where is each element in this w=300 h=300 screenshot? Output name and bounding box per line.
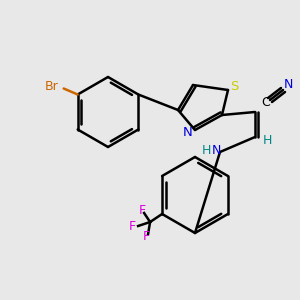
Text: Br: Br <box>45 80 58 93</box>
Text: S: S <box>230 80 238 92</box>
Text: H: H <box>262 134 272 146</box>
Text: F: F <box>142 230 150 242</box>
Text: N: N <box>183 127 193 140</box>
Text: F: F <box>128 220 136 233</box>
Text: C: C <box>262 97 270 110</box>
Text: N: N <box>211 143 221 157</box>
Text: F: F <box>139 203 146 217</box>
Text: H: H <box>201 143 211 157</box>
Text: N: N <box>283 79 293 92</box>
